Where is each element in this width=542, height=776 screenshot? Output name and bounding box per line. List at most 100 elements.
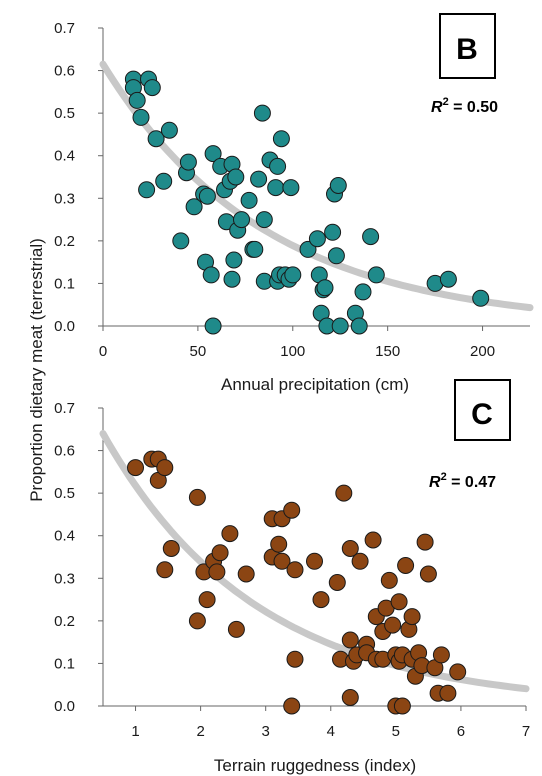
data-point xyxy=(284,266,302,284)
y-tick-label: 0.2 xyxy=(54,233,75,250)
data-point xyxy=(350,317,368,335)
data-point xyxy=(316,279,334,297)
data-point xyxy=(328,574,346,591)
x-tick-label: 150 xyxy=(375,343,400,360)
data-point xyxy=(267,179,285,197)
x-axis-label: Annual precipitation (cm) xyxy=(221,375,409,394)
data-point xyxy=(204,317,222,335)
data-point xyxy=(246,240,264,258)
data-point xyxy=(351,552,369,570)
data-point xyxy=(354,283,372,301)
data-point xyxy=(312,591,330,609)
data-point xyxy=(208,563,226,581)
panel-c-scatter-chart: 0.0 0.1 0.2 0.3 0.4 0.5 0.6 0.7 1 2 3 4 5 6 7 Terrain r… xyxy=(54,379,530,775)
data-point xyxy=(225,251,243,269)
data-point xyxy=(272,130,290,148)
x-tick-label: 1 xyxy=(131,723,139,740)
y-tick-label: 0.5 xyxy=(54,485,75,502)
data-point xyxy=(449,663,467,681)
data-point xyxy=(432,646,450,664)
r-squared-annotation: R2 = 0.50 xyxy=(431,96,498,116)
data-point xyxy=(240,191,258,209)
data-point xyxy=(198,591,216,609)
x-tick-label: 50 xyxy=(190,343,207,360)
data-point xyxy=(367,266,385,284)
panel-letter-box xyxy=(439,13,496,79)
data-point xyxy=(397,557,415,574)
data-point xyxy=(384,616,402,634)
data-point xyxy=(341,540,359,557)
data-point xyxy=(341,689,359,706)
data-point xyxy=(188,488,206,506)
data-point xyxy=(211,544,229,562)
x-tick-label: 5 xyxy=(392,723,400,740)
x-tick-label: 7 xyxy=(522,723,530,740)
data-point xyxy=(472,289,490,307)
data-point xyxy=(147,130,165,148)
panel-letter: C xyxy=(471,398,493,431)
data-point xyxy=(227,168,245,186)
data-point xyxy=(329,177,347,194)
y-tick-label: 0.2 xyxy=(54,613,75,630)
fit-curve xyxy=(99,60,534,312)
data-point xyxy=(270,535,288,553)
y-tick-label: 0.5 xyxy=(54,105,75,122)
y-tick-label: 0.3 xyxy=(54,570,75,587)
r-squared-annotation: R2 = 0.47 xyxy=(429,471,496,491)
data-point xyxy=(223,270,241,288)
data-point xyxy=(439,270,457,288)
data-point xyxy=(127,459,144,477)
data-point xyxy=(299,240,317,258)
data-point xyxy=(380,571,398,589)
y-tick-label: 0.6 xyxy=(54,63,75,80)
y-tick-label: 0.6 xyxy=(54,443,75,460)
x-tick-label: 200 xyxy=(470,343,495,360)
y-tick-label: 0.3 xyxy=(54,190,75,207)
x-tick-label: 100 xyxy=(280,343,305,360)
data-point xyxy=(128,91,146,109)
data-point xyxy=(308,230,326,248)
data-point xyxy=(341,631,359,649)
data-point xyxy=(227,620,245,638)
y-tick-label: 0.0 xyxy=(54,318,75,335)
data-point xyxy=(143,79,161,97)
data-point xyxy=(172,232,190,250)
y-tick-label: 0.0 xyxy=(54,698,75,715)
panel-letter-box xyxy=(454,379,511,441)
data-point xyxy=(160,121,178,139)
x-tick-label: 0 xyxy=(99,343,107,360)
data-point xyxy=(362,228,380,246)
data-point xyxy=(162,540,180,557)
x-axis-label: Terrain ruggedness (index) xyxy=(214,756,416,775)
data-point xyxy=(403,608,421,626)
y-tick-label: 0.1 xyxy=(54,275,75,292)
data-point xyxy=(237,565,255,583)
data-point xyxy=(273,552,291,570)
data-point xyxy=(204,145,222,163)
panel-b-scatter-chart: 0.0 0.1 0.2 0.3 0.4 0.5 0.6 0.7 0 50 100 150 200 Annu… xyxy=(54,13,534,394)
data-point xyxy=(364,531,382,549)
y-tick-label: 0.4 xyxy=(54,528,75,545)
data-point xyxy=(286,650,304,668)
data-point xyxy=(185,198,203,216)
data-point xyxy=(335,484,353,502)
data-point xyxy=(331,317,349,335)
data-point xyxy=(255,211,273,229)
data-point xyxy=(233,211,250,229)
y-tick-label: 0.4 xyxy=(54,148,75,165)
x-tick-label: 3 xyxy=(262,723,270,740)
data-point xyxy=(198,187,216,205)
data-point xyxy=(282,179,300,197)
x-tick-label: 2 xyxy=(196,723,204,740)
data-point xyxy=(306,552,323,570)
data-point xyxy=(202,266,220,284)
data-point xyxy=(416,533,434,551)
data-point xyxy=(324,223,342,241)
x-tick-label: 6 xyxy=(457,723,465,740)
data-point xyxy=(419,565,437,583)
data-point xyxy=(390,593,408,611)
x-tick-label: 4 xyxy=(327,723,335,740)
data-point xyxy=(221,525,239,543)
y-tick-label: 0.7 xyxy=(54,20,75,37)
